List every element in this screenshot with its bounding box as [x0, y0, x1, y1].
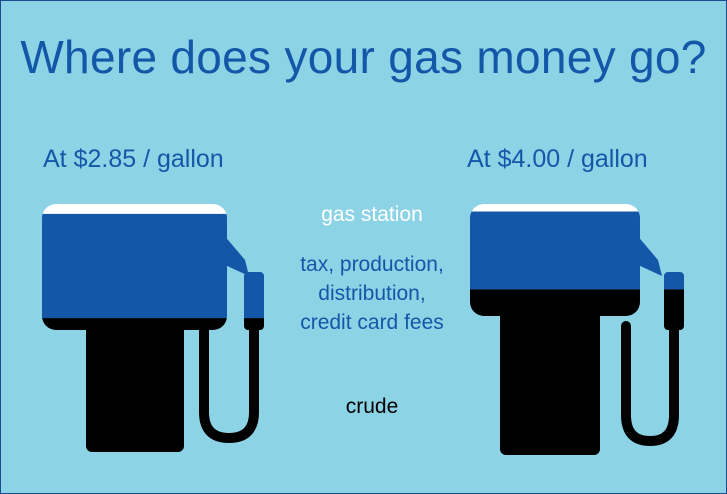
tax-fees-band — [470, 211, 684, 290]
price-label-right: At $4.00 / gallon — [467, 145, 648, 173]
gas-pump-left — [42, 204, 264, 452]
tax-fees-label: tax, production, distribution, credit ca… — [257, 250, 487, 337]
pump-hose — [621, 321, 679, 447]
tax-fees-label-line-2: distribution, — [318, 282, 426, 305]
gas-station-band — [42, 204, 264, 214]
gas-station-band — [470, 204, 684, 212]
tax-fees-label-line-3: credit card fees — [300, 311, 444, 334]
infographic-title: Where does your gas money go? — [20, 31, 707, 83]
gas-pump-right — [470, 204, 684, 455]
crude-label: crude — [345, 395, 399, 418]
gas-station-label: gas station — [321, 203, 423, 226]
crude-band — [470, 289, 684, 455]
price-label-left: At $2.85 / gallon — [43, 145, 224, 173]
tax-fees-label-line-1: tax, production, — [300, 253, 444, 276]
pump-hose — [199, 321, 259, 444]
tax-fees-band — [42, 213, 264, 319]
crude-band — [42, 318, 264, 452]
